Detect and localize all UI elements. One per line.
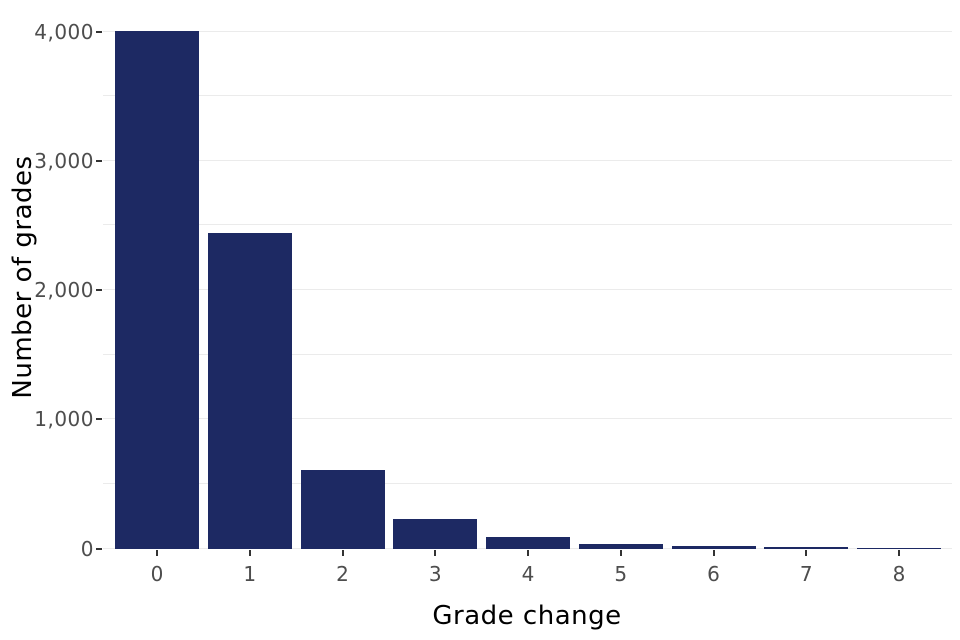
y-axis-tick-label: 2,000 [34,278,94,302]
x-axis-tick-label: 0 [150,562,164,586]
y-axis-tick-mark [96,159,102,162]
x-axis-tick-label: 2 [336,562,349,586]
x-axis-title: Grade change [432,601,622,631]
x-axis-tick-label: 6 [707,562,720,586]
y-axis-tick-label: 0 [80,536,94,561]
gridline-major [103,30,952,32]
gridline-major [103,289,952,290]
y-axis-tick-label: 1,000 [34,407,94,432]
bar [207,233,292,549]
bar [764,547,849,549]
gridline-minor [103,224,952,226]
bar [393,519,478,549]
y-axis-tick-label: 4,000 [34,19,94,44]
bar [578,544,663,549]
bar [115,30,199,549]
bar [671,545,756,549]
y-axis-tick-mark [96,30,102,33]
x-axis-tick-mark [248,550,251,556]
x-axis-tick-mark [898,550,900,556]
plot-area [103,6,952,549]
gridline-minor [103,95,952,97]
y-axis-tick-mark [96,418,102,421]
x-axis-tick-label: 3 [428,562,442,586]
y-axis-tick-mark [96,289,102,291]
x-axis-tick-label: 1 [243,562,257,586]
bar [486,536,570,549]
y-axis-tick-mark [96,547,102,550]
gridline-minor [103,353,952,355]
bar [300,469,385,549]
x-axis-tick-label: 4 [521,562,535,586]
x-axis-tick-mark [434,550,437,556]
x-axis-tick-mark [712,550,715,556]
x-axis-tick-mark [619,550,622,556]
gridline-major [103,159,952,161]
x-axis-tick-label: 5 [614,562,628,586]
x-axis-tick-label: 7 [799,562,813,586]
x-axis-tick-mark [805,550,808,556]
x-axis-tick-mark [341,550,344,556]
x-axis-tick-mark [156,550,158,556]
x-axis-tick-mark [527,550,529,556]
y-axis-title: Number of grades [8,155,38,399]
gridline-major [103,418,952,420]
y-axis-tick-label: 3,000 [34,148,94,173]
x-axis-tick-label: 8 [892,562,906,586]
gridline-minor [103,482,952,484]
